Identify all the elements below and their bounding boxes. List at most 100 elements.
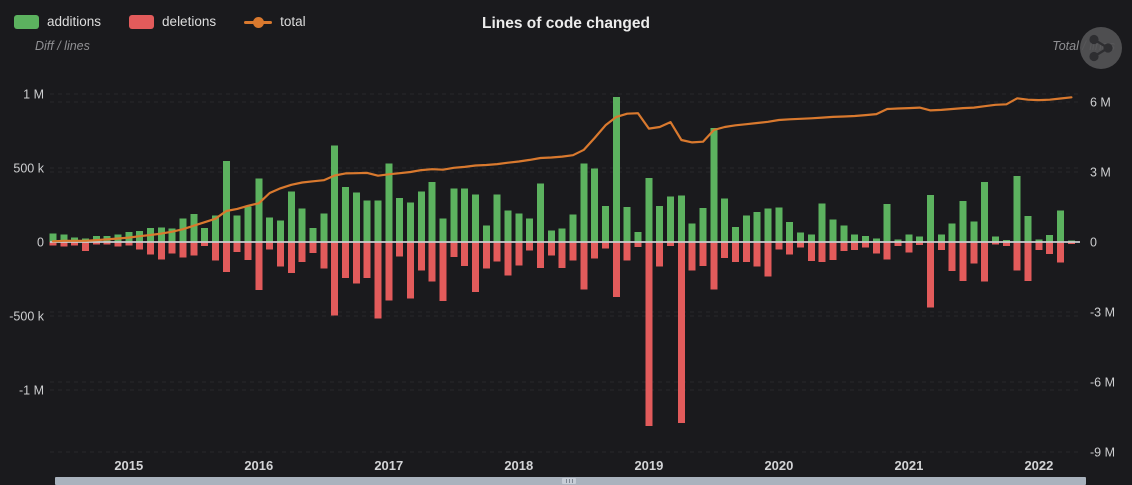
bar-additions[interactable] <box>298 208 306 242</box>
bar-additions[interactable] <box>818 203 826 242</box>
bar-deletions[interactable] <box>49 242 57 246</box>
bar-deletions[interactable] <box>352 242 360 284</box>
bar-additions[interactable] <box>168 228 176 242</box>
bar-deletions[interactable] <box>363 242 371 278</box>
bar-additions[interactable] <box>807 234 815 242</box>
bar-deletions[interactable] <box>656 242 664 267</box>
bar-additions[interactable] <box>634 231 642 242</box>
bar-additions[interactable] <box>461 188 469 242</box>
bar-deletions[interactable] <box>569 242 577 261</box>
bar-deletions[interactable] <box>147 242 154 255</box>
bar-additions[interactable] <box>992 236 999 242</box>
bar-deletions[interactable] <box>407 242 414 299</box>
bar-additions[interactable] <box>764 208 772 242</box>
legend-item-deletions[interactable]: deletions <box>129 14 216 29</box>
bar-deletions[interactable] <box>385 242 393 301</box>
bar-deletions[interactable] <box>309 242 317 253</box>
bar-additions[interactable] <box>916 236 924 242</box>
bar-additions[interactable] <box>558 228 566 242</box>
bar-deletions[interactable] <box>981 242 989 282</box>
bar-deletions[interactable] <box>797 242 804 248</box>
bar-deletions[interactable] <box>927 242 934 308</box>
bar-deletions[interactable] <box>688 242 696 271</box>
bar-deletions[interactable] <box>244 242 252 261</box>
bar-deletions[interactable] <box>320 242 328 269</box>
bar-additions[interactable] <box>320 213 328 242</box>
legend-item-total[interactable]: total <box>244 14 306 29</box>
bar-additions[interactable] <box>222 161 230 242</box>
bar-deletions[interactable] <box>374 242 382 319</box>
bar-additions[interactable] <box>710 128 718 242</box>
bar-additions[interactable] <box>417 191 425 242</box>
bar-additions[interactable] <box>948 223 956 242</box>
bar-additions[interactable] <box>862 235 869 242</box>
bar-deletions[interactable] <box>840 242 848 251</box>
total-line[interactable] <box>51 96 1073 243</box>
bar-deletions[interactable] <box>396 242 404 257</box>
bar-additions[interactable] <box>374 200 382 242</box>
bar-additions[interactable] <box>1046 235 1054 242</box>
bar-deletions[interactable] <box>266 242 274 250</box>
bar-additions[interactable] <box>981 181 989 242</box>
bar-deletions[interactable] <box>71 242 79 246</box>
bar-deletions[interactable] <box>515 242 523 266</box>
bar-deletions[interactable] <box>1002 242 1010 246</box>
bar-additions[interactable] <box>1035 239 1043 242</box>
bar-additions[interactable] <box>742 215 750 242</box>
bar-deletions[interactable] <box>807 242 815 261</box>
bar-additions[interactable] <box>786 222 794 242</box>
bar-additions[interactable] <box>1013 176 1021 242</box>
bar-additions[interactable] <box>266 217 274 242</box>
bar-additions[interactable] <box>840 225 848 242</box>
bar-deletions[interactable] <box>136 242 144 250</box>
bar-deletions[interactable] <box>612 242 620 297</box>
bar-deletions[interactable] <box>103 242 111 245</box>
bar-deletions[interactable] <box>970 242 978 264</box>
bar-additions[interactable] <box>591 168 599 242</box>
bar-deletions[interactable] <box>829 242 837 261</box>
bar-deletions[interactable] <box>710 242 718 290</box>
bar-additions[interactable] <box>255 178 263 242</box>
bar-deletions[interactable] <box>721 242 729 258</box>
share-icon-button[interactable] <box>1079 26 1123 70</box>
bar-deletions[interactable] <box>667 242 674 246</box>
bar-deletions[interactable] <box>439 242 447 302</box>
bar-additions[interactable] <box>277 220 284 242</box>
bar-additions[interactable] <box>482 225 490 242</box>
bar-additions[interactable] <box>732 227 739 242</box>
bar-additions[interactable] <box>797 232 804 242</box>
bar-deletions[interactable] <box>428 242 436 282</box>
bar-additions[interactable] <box>677 195 685 242</box>
bar-additions[interactable] <box>656 206 664 242</box>
bar-deletions[interactable] <box>623 242 631 261</box>
bar-additions[interactable] <box>190 214 198 242</box>
bar-additions[interactable] <box>753 212 761 242</box>
bar-additions[interactable] <box>309 227 317 242</box>
scrollbar-grip[interactable] <box>562 478 576 484</box>
bar-deletions[interactable] <box>504 242 512 276</box>
bar-additions[interactable] <box>927 195 934 242</box>
bar-deletions[interactable] <box>493 242 501 262</box>
bar-deletions[interactable] <box>818 242 826 262</box>
bar-deletions[interactable] <box>948 242 956 271</box>
bar-additions[interactable] <box>894 239 902 242</box>
bar-additions[interactable] <box>244 206 252 242</box>
bar-additions[interactable] <box>699 208 707 242</box>
bar-additions[interactable] <box>363 200 371 242</box>
bar-deletions[interactable] <box>786 242 794 255</box>
bar-additions[interactable] <box>428 182 436 242</box>
bar-deletions[interactable] <box>905 242 913 253</box>
bar-additions[interactable] <box>883 204 891 242</box>
bar-additions[interactable] <box>1024 216 1032 242</box>
bar-deletions[interactable] <box>699 242 707 266</box>
bar-deletions[interactable] <box>233 242 241 253</box>
bar-additions[interactable] <box>970 221 978 242</box>
bar-additions[interactable] <box>959 201 967 242</box>
bar-deletions[interactable] <box>157 242 165 260</box>
bar-additions[interactable] <box>439 218 447 242</box>
bar-additions[interactable] <box>1002 239 1010 242</box>
bar-deletions[interactable] <box>537 242 544 268</box>
bar-additions[interactable] <box>331 145 339 243</box>
bar-deletions[interactable] <box>342 242 349 278</box>
bar-deletions[interactable] <box>1013 242 1021 271</box>
